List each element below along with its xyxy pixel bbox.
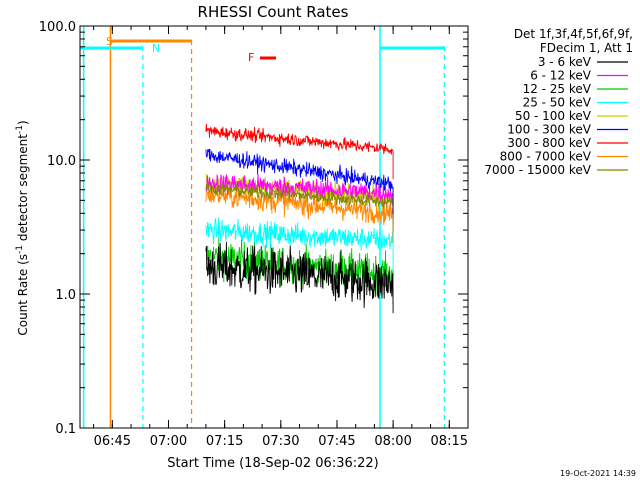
series-line-8: [205, 181, 394, 233]
legend-label-1: 6 - 12 keV: [530, 69, 592, 83]
x-tick-label-3: 07:30: [262, 434, 299, 449]
legend-label-4: 50 - 100 keV: [515, 109, 592, 123]
y-tick-label-1: 1.0: [55, 288, 76, 303]
legend-label-7: 800 - 7000 keV: [500, 150, 592, 164]
y-axis-label-end: ): [16, 120, 30, 125]
x-tick-label-1: 07:00: [150, 434, 187, 449]
series-line-6: [205, 123, 394, 180]
x-tick-label-6: 08:15: [431, 434, 468, 449]
series-line-0: [205, 241, 394, 314]
y-tick-label-2: 10.0: [47, 154, 76, 169]
timestamp: 19-Oct-2021 14:39: [560, 469, 636, 478]
plot-frame: [79, 25, 469, 429]
legend-label-8: 7000 - 15000 keV: [484, 163, 591, 177]
legend: Det 1f,3f,4f,5f,6f,9f, FDecim 1, Att 1 3…: [484, 27, 633, 177]
legend-label-6: 300 - 800 keV: [507, 136, 591, 150]
y-axis-label-main: Count Rate (s: [16, 254, 30, 336]
legend-header-1: Det 1f,3f,4f,5f,6f,9f,: [514, 27, 633, 41]
x-tick-label-4: 07:45: [318, 434, 355, 449]
x-tick-label-5: 08:00: [374, 434, 411, 449]
chart-title: RHESSI Count Rates: [198, 3, 349, 21]
y-axis-label-sup1: -1: [15, 245, 25, 254]
legend-label-0: 3 - 6 keV: [538, 55, 592, 69]
annotation-f: F: [248, 51, 254, 64]
series-line-5: [205, 148, 394, 214]
y-tick-label-3: 100.0: [39, 20, 76, 35]
x-tick-label-2: 07:15: [206, 434, 243, 449]
x-axis-label: Start Time (18-Sep-02 06:36:22): [167, 456, 378, 471]
series-line-7: [205, 181, 394, 244]
annotation-n: N: [152, 42, 160, 55]
y-axis-label-sup2: -1: [15, 125, 25, 134]
legend-label-5: 100 - 300 keV: [507, 123, 591, 137]
y-tick-label-0: 0.1: [55, 422, 76, 437]
legend-label-3: 25 - 50 keV: [523, 96, 592, 110]
series-line-3: [205, 217, 394, 271]
x-tick-label-0: 06:45: [94, 434, 131, 449]
legend-header-2: FDecim 1, Att 1: [540, 41, 633, 55]
y-axis-label: Count Rate (s-1 detector segment-1): [15, 120, 30, 335]
y-axis-label-mid: detector segment: [16, 134, 30, 245]
legend-label-2: 12 - 25 keV: [523, 82, 592, 96]
annotation-s: S: [106, 35, 113, 48]
